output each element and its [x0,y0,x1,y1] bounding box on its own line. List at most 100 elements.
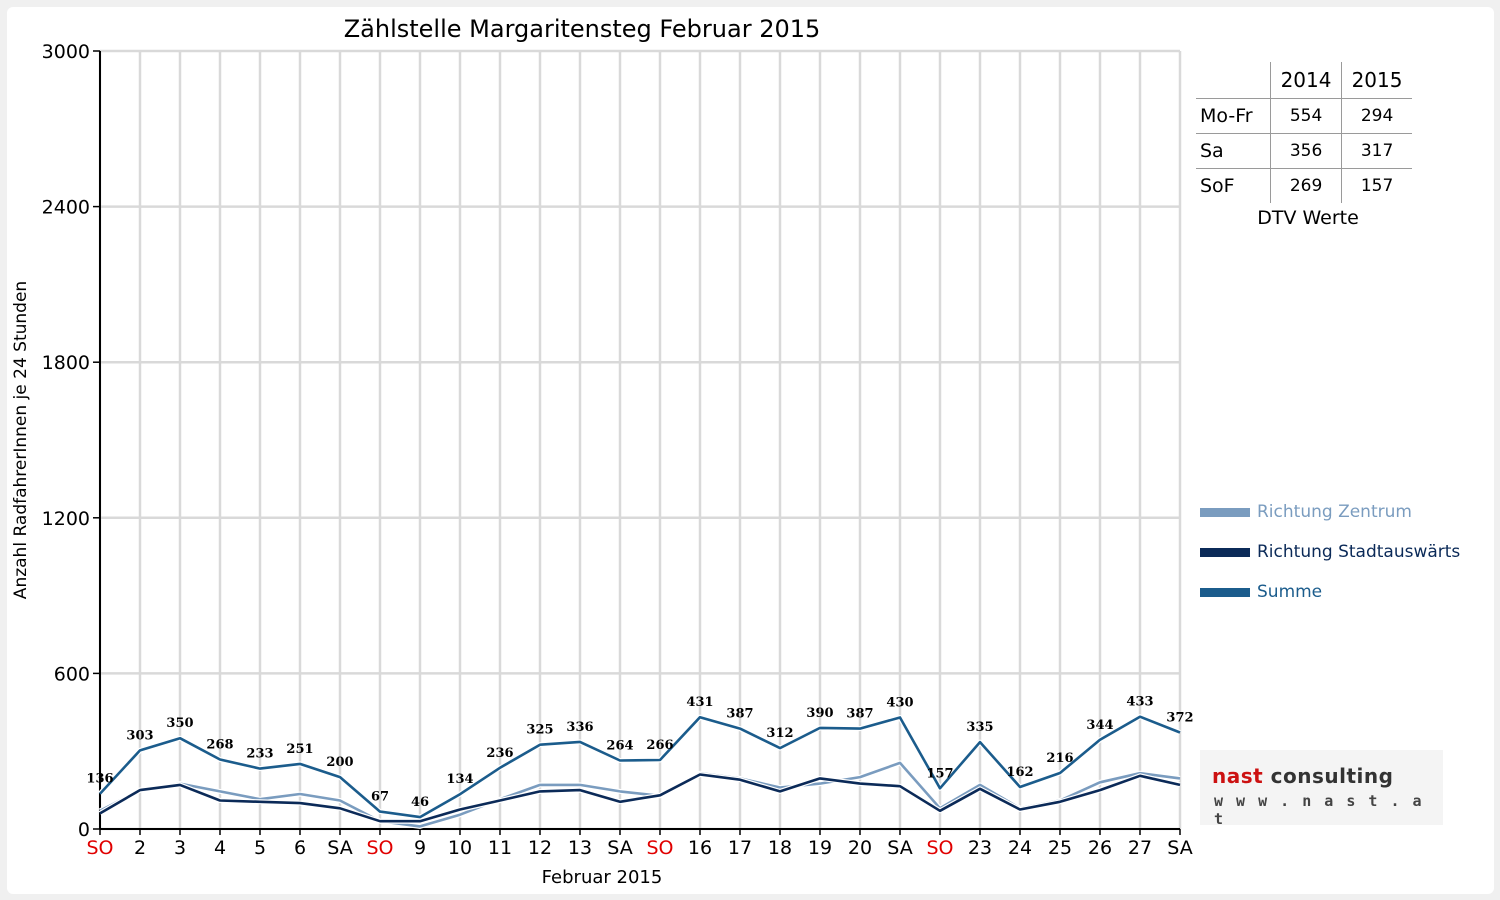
legend-item-stadtauswaerts: Richtung Stadtauswärts [1200,532,1460,572]
data-label: 325 [526,723,553,738]
x-tick-label: 23 [968,837,992,859]
x-tick-label: SA [1167,837,1192,859]
x-tick-label: 10 [448,837,472,859]
dtv-header-empty [1196,62,1271,99]
data-label: 372 [1166,711,1193,726]
x-tick-label: SA [327,837,352,859]
data-label: 431 [686,695,713,710]
company-logo: nast consulting w w w . n a s t . a t [1200,750,1443,828]
data-label: 136 [86,772,113,787]
legend-swatch [1200,547,1250,557]
dtv-row-sa: Sa 356 317 [1196,133,1412,169]
x-tick-label: SO [646,837,673,859]
dtv-cell-2014: 356 [1269,133,1342,169]
data-label: 200 [326,755,353,770]
data-label: 67 [371,790,389,805]
x-tick-label: 27 [1128,837,1152,859]
chart-title: Zählstelle Margaritensteg Februar 2015 [344,15,821,43]
legend-label: Richtung Stadtauswärts [1257,542,1461,562]
dtv-header-2015: 2015 [1341,62,1412,99]
data-label: 162 [1006,765,1033,780]
dtv-table: 2014 2015 Mo-Fr 554 294 Sa 356 317 SoF 2… [1196,62,1412,203]
data-label: 433 [1126,695,1153,710]
data-labels: 136 303 350 268 233 251 200 67 46 134 236 325 336 264… [86,695,1193,810]
data-label: 336 [566,720,593,735]
x-tick-label: 17 [728,837,752,859]
dtv-cell-2014: 269 [1269,168,1342,203]
x-tick-label: SA [887,837,912,859]
grid [98,49,1182,831]
logo-url: w w w . n a s t . a t [1214,792,1424,828]
data-label: 344 [1086,718,1113,733]
legend-item-summe: Summe [1200,572,1460,612]
data-label: 312 [766,726,793,741]
y-tick-label: 2400 [42,197,90,219]
dtv-cell-2015: 317 [1341,133,1412,169]
y-tick-label: 600 [54,663,90,685]
y-tick-label: 0 [78,819,90,841]
x-tick-label: 3 [174,837,186,859]
x-tick-label: 2 [134,837,146,859]
x-tick-label: 20 [848,837,872,859]
logo-wordmark: nast consulting [1212,764,1393,788]
data-label: 387 [726,707,753,722]
dtv-caption: DTV Werte [1257,207,1359,229]
series-line-summe [99,715,1181,819]
data-label: 268 [206,737,233,752]
data-label: 46 [411,795,429,810]
x-tick-label: 26 [1088,837,1112,859]
dtv-row-label: Mo-Fr [1196,98,1271,134]
x-tick-label: 16 [688,837,712,859]
data-label: 251 [286,742,313,757]
y-axis-title: Anzahl RadfahrerInnen je 24 Stunden [11,281,31,599]
legend-swatch [1200,587,1250,597]
data-label: 303 [126,728,153,743]
legend: Richtung Zentrum Richtung Stadtauswärts … [1200,492,1460,612]
legend-item-zentrum: Richtung Zentrum [1200,492,1460,532]
x-tick-label: 12 [528,837,552,859]
x-tick-label: 4 [214,837,226,859]
x-tick-label: 11 [488,837,512,859]
dtv-row-mofr: Mo-Fr 554 294 [1196,98,1412,134]
x-tick-label: 18 [768,837,792,859]
y-tick-label: 1200 [42,508,90,530]
x-tick-label: 19 [808,837,832,859]
y-tick-label: 3000 [42,41,90,63]
series-line-stadtauswaerts [99,773,1181,823]
x-tick-label: SO [926,837,953,859]
x-axis-title: Februar 2015 [542,867,663,888]
data-label: 390 [806,706,833,721]
legend-label: Summe [1257,582,1323,602]
dtv-cell-2014: 554 [1269,98,1342,134]
data-label: 233 [246,747,273,762]
dtv-header-row: 2014 2015 [1196,62,1412,99]
data-label: 387 [846,707,873,722]
x-tick-label: SO [366,837,393,859]
legend-swatch [1200,507,1250,517]
x-tick-label: SO [86,837,113,859]
x-tick-label: 5 [254,837,266,859]
dtv-row-sof: SoF 269 157 [1196,168,1412,203]
x-tick-label: 6 [294,837,306,859]
dtv-row-label: SoF [1196,168,1271,203]
data-label: 134 [446,772,473,787]
x-tick-label: 13 [568,837,592,859]
x-tick-label: SA [607,837,632,859]
dtv-cell-2015: 294 [1341,98,1412,134]
data-label: 236 [486,746,513,761]
x-tick-label: 9 [414,837,426,859]
data-label: 157 [926,766,953,781]
logo-word-nast: nast [1212,764,1264,788]
data-label: 216 [1046,751,1073,766]
x-tick-label: 24 [1008,837,1032,859]
data-label: 264 [606,739,633,754]
x-tick-label: 25 [1048,837,1072,859]
data-label: 350 [166,716,193,731]
series-lines [98,714,1181,829]
dtv-row-label: Sa [1196,133,1271,169]
data-label: 266 [646,738,673,753]
data-label: 335 [966,720,993,735]
